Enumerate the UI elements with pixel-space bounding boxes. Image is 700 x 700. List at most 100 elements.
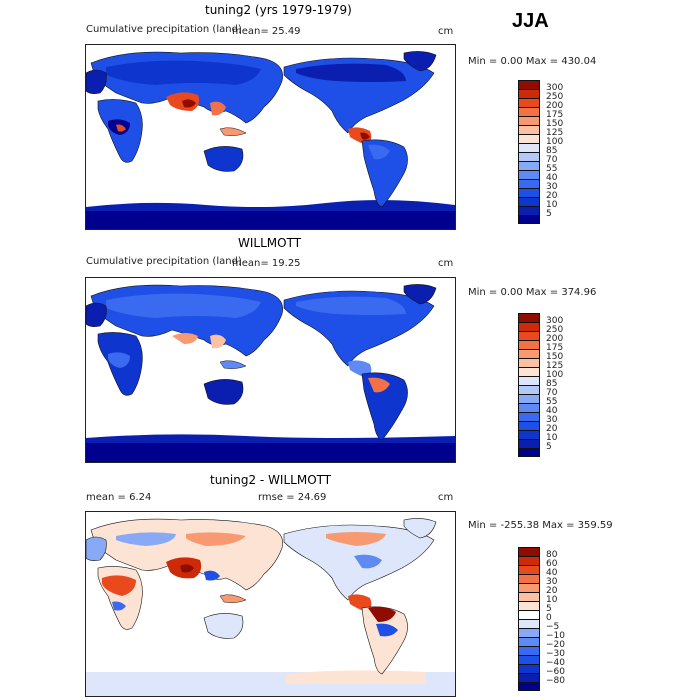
colorbar-cell xyxy=(518,215,540,224)
colorbar-cell xyxy=(518,134,540,143)
southeast-asia-negative xyxy=(204,570,220,581)
panel-3-title: tuning2 - WILLMOTT xyxy=(210,473,332,487)
panel-2-colorbar-frame xyxy=(518,313,540,457)
colorbar-cell xyxy=(518,206,540,215)
colorbar-tick-label: 250 xyxy=(546,325,564,335)
colorbar-cell xyxy=(518,385,540,394)
colorbar-tick-label: 20 xyxy=(546,586,558,596)
colorbar-cell xyxy=(518,98,540,107)
colorbar-cell xyxy=(518,322,540,331)
panel-3-map-svg xyxy=(86,518,455,696)
colorbar-cell xyxy=(518,197,540,206)
colorbar-tick-label: 30 xyxy=(546,182,558,192)
colorbar-tick-label: 10 xyxy=(546,595,558,605)
colorbar-tick-label: 150 xyxy=(546,119,564,129)
colorbar-tick-label: 175 xyxy=(546,343,564,353)
north-america-negative xyxy=(354,554,382,569)
colorbar-cell xyxy=(518,367,540,376)
south-asia-monsoon-core xyxy=(182,99,196,108)
colorbar-tick-label: 40 xyxy=(546,406,558,416)
colorbar-cell xyxy=(518,682,540,691)
colorbar-tick-label: 30 xyxy=(546,415,558,425)
south-asia-core xyxy=(180,564,194,573)
colorbar-cell xyxy=(518,152,540,161)
colorbar-cell xyxy=(518,403,540,412)
africa-rainbelt xyxy=(116,124,126,132)
colorbar-tick-label: 10 xyxy=(546,200,558,210)
panel-1-units: cm xyxy=(438,26,454,37)
amazon-region xyxy=(368,144,390,160)
colorbar-tick-label: 200 xyxy=(546,334,564,344)
colorbar-cell xyxy=(518,421,540,430)
colorbar-cell xyxy=(518,574,540,583)
canada-region xyxy=(296,296,406,315)
colorbar-tick-label: 80 xyxy=(546,550,558,560)
season-label: JJA xyxy=(512,10,549,32)
panel-3-mean: mean = 6.24 xyxy=(86,492,152,503)
colorbar-tick-label: −80 xyxy=(546,676,565,686)
colorbar-tick-label: −60 xyxy=(546,667,565,677)
colorbar-tick-label: 300 xyxy=(546,316,564,326)
panel-1-subtitle: Cumulative precipitation (land) xyxy=(86,24,242,35)
colorbar-cell xyxy=(518,376,540,385)
colorbar-cell xyxy=(518,448,540,457)
south-america-region xyxy=(361,606,408,675)
colorbar-tick-label: 40 xyxy=(546,568,558,578)
maritime-continent xyxy=(219,127,247,136)
colorbar-tick-label: 20 xyxy=(546,191,558,201)
colorbar-cell xyxy=(518,394,540,403)
southeast-asia-region xyxy=(210,101,226,116)
panel-1-map xyxy=(85,44,456,230)
colorbar-tick-label: 5 xyxy=(546,442,552,452)
colorbar-cell xyxy=(518,637,540,646)
southeast-asia-region xyxy=(210,334,226,349)
amazon-positive xyxy=(368,606,396,622)
greenland-region xyxy=(403,51,437,72)
colorbar-cell xyxy=(518,439,540,448)
colorbar-cell xyxy=(518,664,540,673)
europe-region xyxy=(86,536,107,561)
colorbar-tick-label: 10 xyxy=(546,433,558,443)
colorbar-cell xyxy=(518,556,540,565)
colorbar-cell xyxy=(518,628,540,637)
colorbar-tick-label: 70 xyxy=(546,155,558,165)
colorbar-tick-label: −10 xyxy=(546,631,565,641)
colorbar-cell xyxy=(518,619,540,628)
colorbar-tick-label: 40 xyxy=(546,173,558,183)
colorbar-tick-label: −40 xyxy=(546,658,565,668)
colorbar-cell xyxy=(518,89,540,98)
colorbar-cell xyxy=(518,547,540,556)
antarctica-positive xyxy=(286,670,426,684)
antarctica-edge xyxy=(86,199,455,211)
colorbar-cell xyxy=(518,655,540,664)
colorbar-cell xyxy=(518,125,540,134)
colorbar-tick-label: 60 xyxy=(546,559,558,569)
colorbar-tick-label: 100 xyxy=(546,370,564,380)
colorbar-tick-label: 5 xyxy=(546,604,552,614)
siberia-region xyxy=(106,60,261,85)
panel-2-mean: mean= 19.25 xyxy=(232,258,301,269)
colorbar-cell xyxy=(518,673,540,682)
central-america-core xyxy=(360,132,370,140)
siberia-region xyxy=(106,293,261,318)
colorbar-cell xyxy=(518,80,540,89)
europe-region xyxy=(86,302,107,327)
panel-1-colorbar-frame xyxy=(518,80,540,224)
colorbar-cell xyxy=(518,412,540,421)
colorbar-tick-label: 55 xyxy=(546,164,558,174)
panel-2-minmax: Min = 0.00 Max = 374.96 xyxy=(468,287,597,298)
colorbar-tick-label: 150 xyxy=(546,352,564,362)
greenland-region xyxy=(403,518,437,539)
colorbar-tick-label: 85 xyxy=(546,379,558,389)
antarctica-region xyxy=(86,207,455,229)
colorbar-tick-label: −5 xyxy=(546,622,560,632)
colorbar-tick-label: 5 xyxy=(546,209,552,219)
siberia-negative xyxy=(116,532,176,546)
colorbar-tick-label: −20 xyxy=(546,640,565,650)
colorbar-tick-label: −30 xyxy=(546,649,565,659)
colorbar-tick-label: 300 xyxy=(546,83,564,93)
africa-positive xyxy=(102,575,136,596)
panel-1-title: tuning2 (yrs 1979-1979) xyxy=(205,3,352,17)
panel-1-map-svg xyxy=(86,51,455,229)
maritime-continent xyxy=(219,360,247,369)
